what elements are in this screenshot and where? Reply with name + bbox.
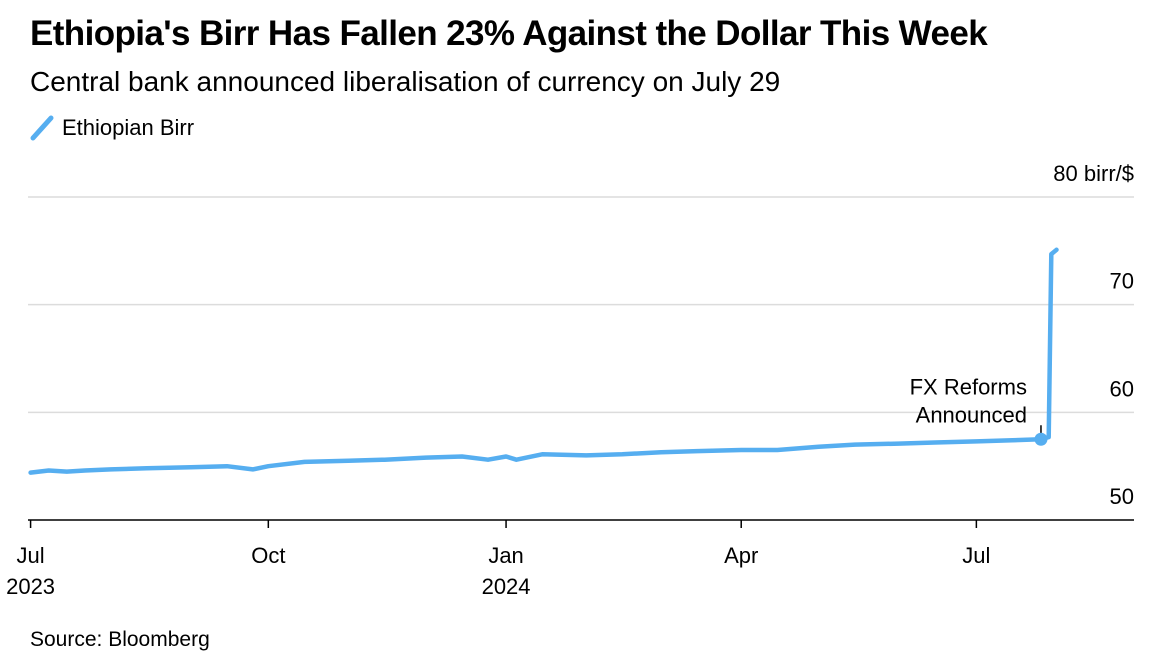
- annotation: FX Reforms Announced: [910, 374, 1048, 446]
- legend-label-ethiopian-birr: Ethiopian Birr: [62, 115, 195, 140]
- gridlines: [28, 196, 1134, 414]
- annotation-text-line-1: Announced: [916, 402, 1027, 427]
- y-tick-label-60: 60: [1110, 376, 1134, 401]
- annotation-text-line-0: FX Reforms: [910, 374, 1027, 399]
- series-lines: [28, 247, 1059, 475]
- x-year-label-2: 2024: [482, 574, 531, 599]
- y-tick-label-50: 50: [1110, 484, 1134, 509]
- chart-subtitle: Central bank announced liberalisation of…: [30, 66, 781, 97]
- y-axis-unit-label: 80 birr/$: [1053, 161, 1134, 186]
- x-year-label-0: 2023: [6, 574, 55, 599]
- x-tick-label-0: Jul: [17, 543, 45, 568]
- chart-title: Ethiopia's Birr Has Fallen 23% Against t…: [30, 14, 988, 53]
- x-tick-label-4: Jul: [962, 543, 990, 568]
- legend: Ethiopian Birr: [30, 114, 194, 142]
- x-tick-label-3: Apr: [724, 543, 758, 568]
- legend-line-icon: [30, 115, 54, 141]
- y-tick-label-70: 70: [1110, 269, 1134, 294]
- y-axis-labels: 50 60 70 80 birr/$: [1053, 161, 1134, 509]
- source-note: Source: Bloomberg: [30, 628, 210, 651]
- series-line-0: [28, 247, 1059, 475]
- reform-marker-point: [1034, 432, 1048, 446]
- x-tick-label-2: Jan: [488, 543, 523, 568]
- x-tick-label-1: Oct: [251, 543, 285, 568]
- x-axis: Jul 2023 Oct Jan 2024 Apr Jul: [6, 519, 1134, 599]
